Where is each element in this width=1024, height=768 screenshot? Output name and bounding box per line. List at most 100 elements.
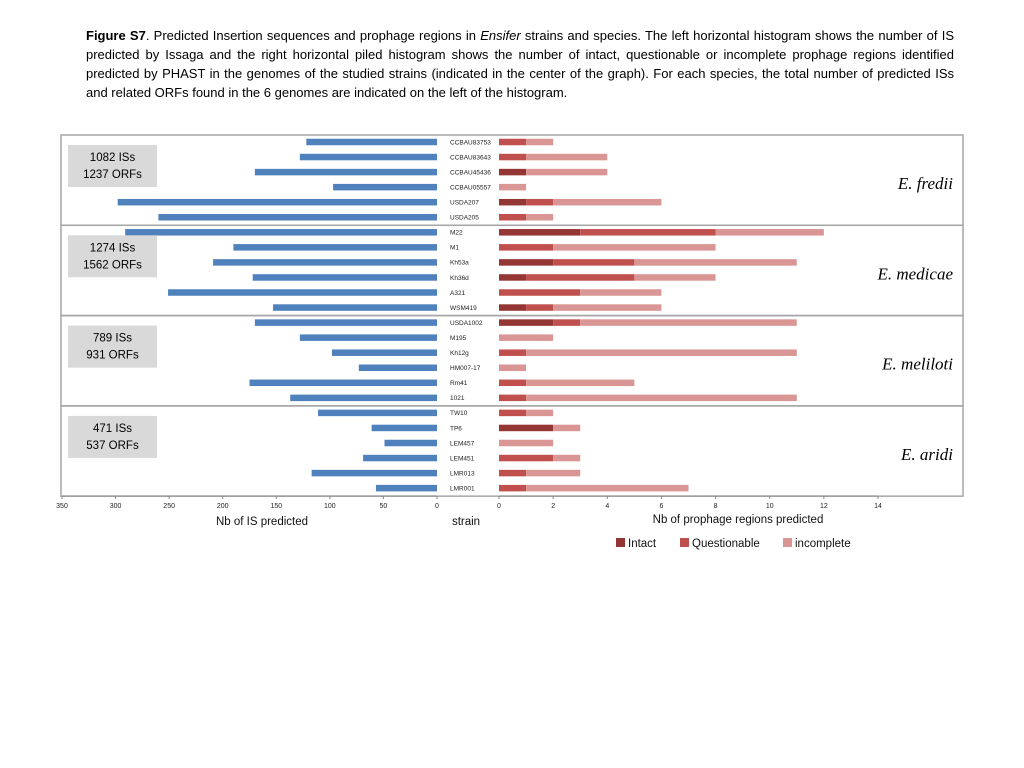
strain-label: TW10 <box>450 410 468 417</box>
is-bar <box>363 454 437 462</box>
prophage-bar-intact <box>499 168 527 176</box>
prophage-bar-incomplete <box>526 484 689 492</box>
strain-label: 1021 <box>450 395 465 402</box>
figure-caption: Figure S7. Predicted Insertion sequences… <box>86 26 954 102</box>
strain-label: CCBAU45436 <box>450 169 491 176</box>
prophage-bar-questionable <box>499 454 554 462</box>
prophage-bar-intact <box>499 304 527 311</box>
strain-label: TP6 <box>450 425 462 432</box>
species-is-total: 1082 ISs <box>90 152 136 164</box>
prophage-bar-intact <box>499 259 554 266</box>
group-frames <box>60 134 964 497</box>
legend: Intact Questionable incomplete <box>616 538 851 550</box>
strain-label: CCBAU05557 <box>450 184 491 191</box>
strain-label: M195 <box>450 335 467 342</box>
is-tick-label: 250 <box>163 503 175 510</box>
is-bar <box>290 394 437 402</box>
strain-label: M22 <box>450 230 463 237</box>
strain-label: WSM419 <box>450 305 477 312</box>
prophage-bar-questionable <box>499 244 554 251</box>
species-total-box <box>68 145 157 187</box>
species-orf-total: 1237 ORFs <box>83 169 142 181</box>
strain-label: Rm41 <box>450 380 468 387</box>
strain-label: USDA207 <box>450 200 479 207</box>
prophage-bar-questionable <box>580 229 716 236</box>
prophage-tick-label: 10 <box>766 503 774 510</box>
strain-label: Kh36d <box>450 275 469 282</box>
species-name: E. aridi <box>900 445 953 464</box>
prophage-bar-incomplete <box>526 214 554 221</box>
prophage-bar-intact <box>499 424 554 432</box>
strain-label: LEM457 <box>450 440 475 447</box>
prophage-bar-questionable <box>526 304 554 311</box>
prophage-bar-incomplete <box>634 274 716 281</box>
legend-label-questionable: Questionable <box>692 538 760 550</box>
legend-swatch-intact <box>616 538 625 547</box>
group-frame <box>60 405 964 497</box>
prophage-bar-incomplete <box>526 409 554 417</box>
prophage-bar-questionable <box>499 469 527 477</box>
legend-swatch-questionable <box>680 538 689 547</box>
is-bar <box>318 409 437 417</box>
is-bar <box>299 153 437 161</box>
is-bar <box>168 289 438 296</box>
prophage-bar-questionable <box>499 349 527 356</box>
prophage-bar-questionable <box>553 259 635 266</box>
prophage-bar-intact <box>499 319 554 326</box>
group-frame <box>60 314 964 407</box>
is-bar <box>332 349 437 356</box>
prophage-bar-incomplete <box>526 168 608 176</box>
strain-label: CCBAU83753 <box>450 139 491 146</box>
is-bar <box>158 214 437 221</box>
prophage-bar-questionable <box>526 198 554 206</box>
prophage-tick-label: 6 <box>659 503 663 510</box>
is-tick-label: 200 <box>217 503 229 510</box>
caption-text-2: strains and species. The left horizontal… <box>86 28 954 100</box>
prophage-bar-incomplete <box>499 364 527 371</box>
prophage-bar-questionable <box>526 274 635 281</box>
prophage-bar-questionable <box>499 484 527 492</box>
strain-label: USDA1002 <box>450 320 483 327</box>
group-frame <box>60 224 964 317</box>
prophage-tick-label: 14 <box>874 503 882 510</box>
strain-label: A321 <box>450 290 466 297</box>
strain-label: Kh53a <box>450 260 469 267</box>
strain-axis-title: strain <box>452 516 480 528</box>
is-bar <box>254 319 437 326</box>
prophage-bar-questionable <box>499 138 527 146</box>
legend-label-incomplete: incomplete <box>795 538 851 550</box>
prophage-bar-intact <box>499 229 581 236</box>
species-total-box <box>68 415 157 458</box>
species-name: E. fredii <box>897 174 953 193</box>
is-bar <box>213 259 437 266</box>
is-bar <box>273 304 437 311</box>
is-bar <box>371 424 437 432</box>
strain-label: LEM451 <box>450 455 475 462</box>
prophage-tick-label: 4 <box>605 503 609 510</box>
prophage-bar-incomplete <box>526 349 797 356</box>
strain-label: M1 <box>450 245 459 252</box>
is-bar <box>249 379 437 387</box>
prophage-tick-label: 2 <box>551 503 555 510</box>
species-name: E. medicae <box>876 264 953 283</box>
species-orf-total: 1562 ORFs <box>83 259 142 271</box>
caption-genus: Ensifer <box>480 28 521 43</box>
strain-label: HM007-17 <box>450 365 481 372</box>
species-orf-total: 931 ORFs <box>86 350 139 362</box>
is-tick-label: 50 <box>380 503 388 510</box>
strain-labels: CCBAU83753 CCBAU83643 CCBAU45436 CCBAU05557… <box>450 139 491 492</box>
species-is-total: 1274 ISs <box>90 242 136 254</box>
prophage-bar-incomplete <box>526 469 581 477</box>
caption-label: Figure S7 <box>86 28 146 43</box>
prophage-axis-title: Nb of prophage regions predicted <box>653 514 824 526</box>
is-bar <box>358 364 437 371</box>
is-bar <box>375 484 437 492</box>
caption-text-1: . Predicted Insertion sequences and prop… <box>145 28 481 43</box>
species-annotations: 1082 ISs 1237 ORFs E. fredii 1274 ISs 1562 O… <box>68 145 953 464</box>
is-tick-label: 150 <box>270 503 282 510</box>
prophage-bar-incomplete <box>634 259 797 266</box>
prophage-bar-questionable <box>553 319 581 326</box>
prophage-bar-intact <box>499 198 527 206</box>
prophage-bar-intact <box>499 274 527 281</box>
